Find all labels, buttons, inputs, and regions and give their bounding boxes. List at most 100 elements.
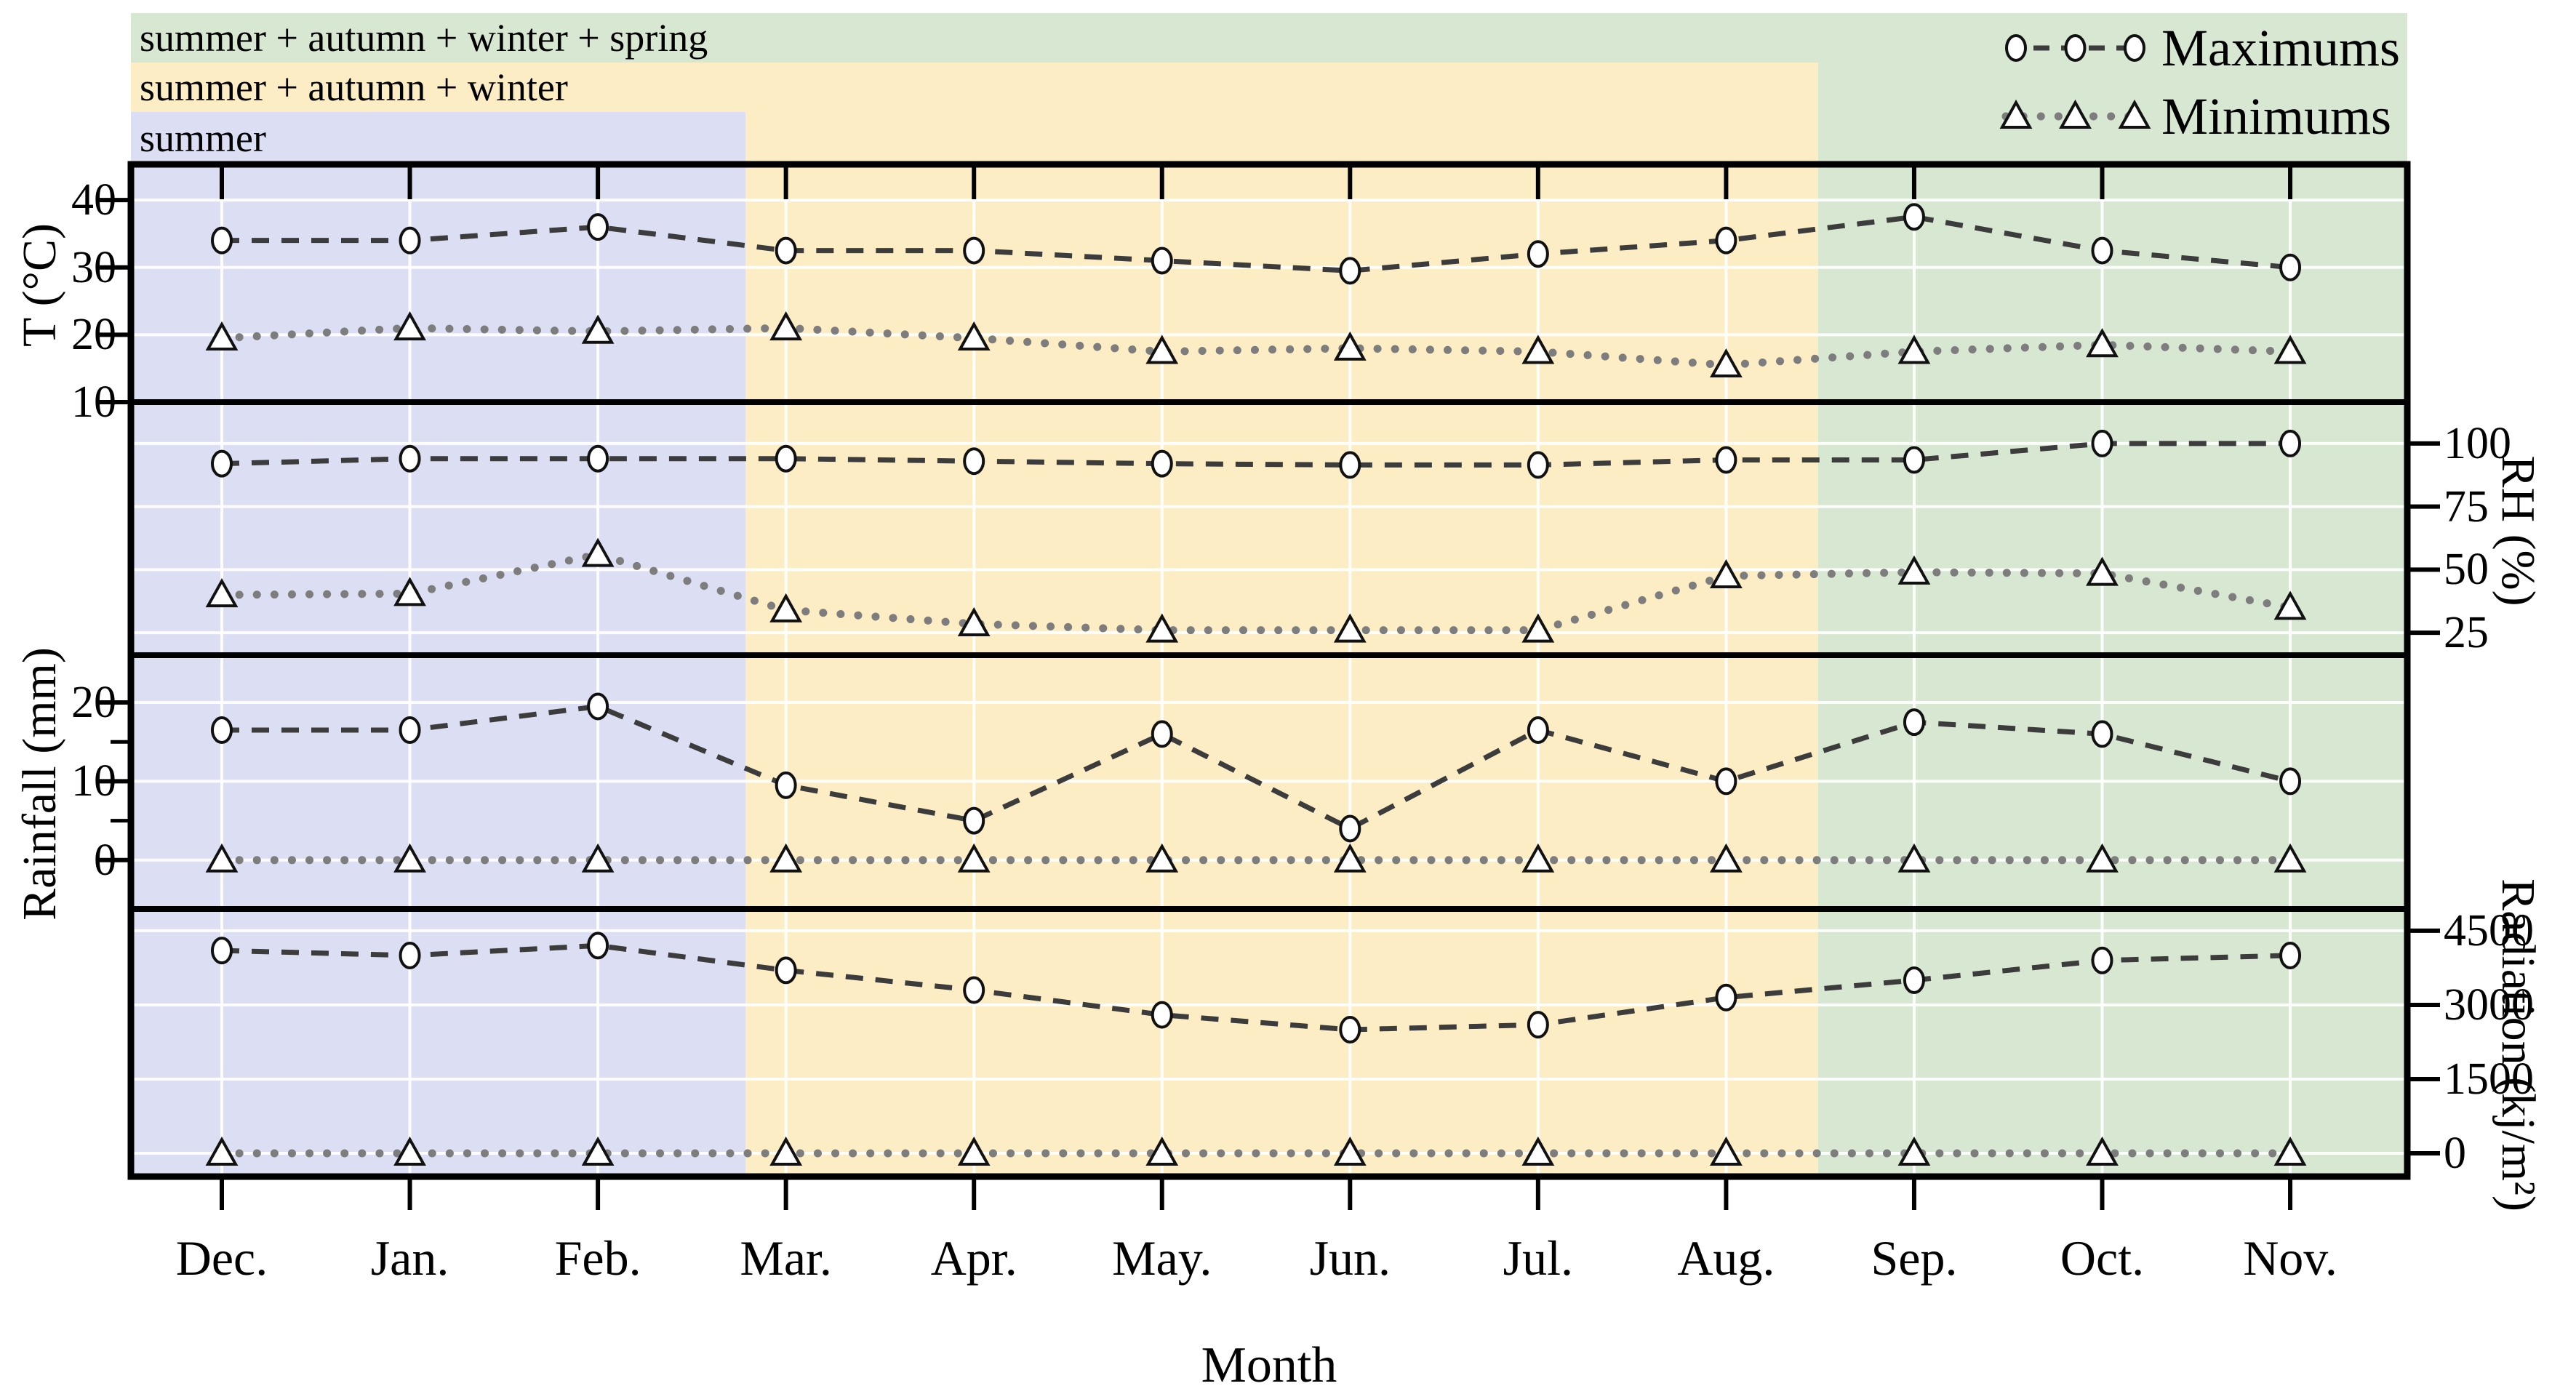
min-triangle-marker (1145, 335, 1179, 364)
min-triangle-marker (205, 843, 239, 873)
max-circle-marker (2091, 236, 2113, 265)
temperature-tick-label: 40 (71, 175, 116, 225)
radiation-max-line (221, 942, 2291, 1033)
min-triangle-marker (581, 314, 615, 344)
min-triangle-marker (1897, 335, 1931, 364)
min-triangle-marker (769, 843, 803, 873)
max-circle-marker (2091, 946, 2113, 974)
min-triangle-marker (205, 321, 239, 350)
min-triangle-marker (205, 577, 239, 608)
max-circle-marker (587, 213, 609, 241)
min-triangle-marker (1521, 335, 1555, 364)
month-label: Nov. (2243, 1230, 2337, 1286)
min-triangle-marker (1521, 613, 1555, 643)
radiation-tick-label: 0 (2444, 1129, 2466, 1179)
max-circle-marker (1151, 720, 1173, 748)
max-circle-marker (1151, 247, 1173, 275)
month-label: Feb. (554, 1230, 641, 1286)
radiation-axis-title: Radiation (kj/m²) (2492, 878, 2545, 1211)
month-label: Oct. (2060, 1230, 2145, 1286)
max-circle-marker (1715, 767, 1737, 796)
max-circle-marker (1903, 446, 1925, 474)
rainfall-tick-label: 0 (94, 835, 116, 885)
min-triangle-marker (393, 577, 426, 606)
relative-humidity-tick-label: 25 (2444, 608, 2489, 658)
legend-label-maximums: Maximums (2161, 19, 2401, 77)
min-triangle-marker (1897, 555, 1931, 585)
temperature-max-line (222, 214, 2291, 273)
min-triangle-marker (2086, 556, 2119, 586)
min-triangle-marker (205, 1136, 239, 1166)
legend-circle-icon (2124, 34, 2145, 62)
max-circle-marker (1715, 226, 1737, 255)
min-triangle-marker (2086, 328, 2119, 358)
month-label: Dec. (175, 1230, 268, 1286)
max-circle-marker (399, 444, 421, 473)
max-circle-marker (963, 806, 985, 835)
min-triangle-marker (581, 843, 615, 873)
max-circle-marker (1903, 203, 1925, 231)
legend-triangle-icon (2059, 99, 2092, 129)
max-circle-marker (1151, 1001, 1173, 1029)
legend-circle-icon (2064, 34, 2087, 62)
max-circle-marker (1715, 446, 1737, 474)
min-triangle-marker (2273, 335, 2307, 364)
legend-circle-icon (2005, 34, 2027, 62)
min-triangle-marker (1333, 613, 1367, 643)
max-circle-marker (211, 716, 233, 744)
max-circle-marker (211, 937, 233, 965)
rainfall-tick-label: 10 (71, 756, 116, 806)
max-circle-marker (775, 236, 797, 265)
max-circle-marker (2091, 720, 2113, 748)
min-triangle-marker (393, 843, 426, 873)
min-triangle-marker (1333, 1136, 1367, 1166)
relative-humidity-max-line (221, 441, 2291, 468)
band-label-all-seasons: summer + autumn + winter + spring (140, 16, 708, 60)
x-axis-title: Month (1201, 1337, 1337, 1393)
max-circle-marker (1527, 451, 1549, 479)
temperature-tick-label: 20 (71, 310, 116, 360)
min-triangle-marker (1897, 843, 1931, 873)
band-label-summer-autumn-winter: summer + autumn + winter (140, 65, 568, 109)
temperature-min-line (217, 324, 2295, 369)
min-triangle-marker (1709, 843, 1743, 873)
min-triangle-marker (1145, 843, 1179, 873)
max-circle-marker (1903, 708, 1925, 737)
max-circle-marker (2279, 253, 2302, 281)
radiation-tick-label: 1500 (2444, 1054, 2534, 1104)
max-circle-marker (775, 444, 797, 473)
rainfall-max-line (222, 703, 2291, 832)
min-triangle-marker (393, 1136, 426, 1166)
min-triangle-marker (957, 606, 991, 636)
min-triangle-marker (1521, 1136, 1555, 1166)
month-label: May. (1112, 1230, 1212, 1286)
min-triangle-marker (2273, 843, 2307, 873)
min-triangle-marker (1709, 1136, 1743, 1166)
max-circle-marker (587, 692, 609, 721)
legend-label-minimums: Minimums (2161, 87, 2392, 145)
max-circle-marker (1903, 966, 1925, 994)
month-label: Jun. (1309, 1230, 1391, 1286)
max-circle-marker (2279, 429, 2302, 457)
max-circle-marker (2279, 941, 2302, 969)
temperature-tick-label: 10 (71, 377, 116, 427)
min-triangle-marker (957, 321, 991, 350)
max-circle-marker (775, 771, 797, 799)
min-triangle-marker (1333, 331, 1367, 361)
max-circle-marker (211, 449, 233, 478)
min-triangle-marker (957, 1136, 991, 1166)
band-label-summer: summer (140, 116, 266, 160)
min-triangle-marker (2086, 1136, 2119, 1166)
min-triangle-marker (1709, 558, 1743, 589)
legend-triangle-icon (2118, 99, 2151, 129)
max-circle-marker (1527, 1011, 1549, 1039)
max-circle-marker (399, 716, 421, 744)
max-circle-marker (2091, 429, 2113, 457)
max-circle-marker (1339, 814, 1361, 843)
rainfall-tick-label: 20 (71, 678, 116, 728)
max-circle-marker (963, 236, 985, 265)
max-circle-marker (1339, 451, 1361, 479)
min-triangle-marker (769, 593, 803, 622)
